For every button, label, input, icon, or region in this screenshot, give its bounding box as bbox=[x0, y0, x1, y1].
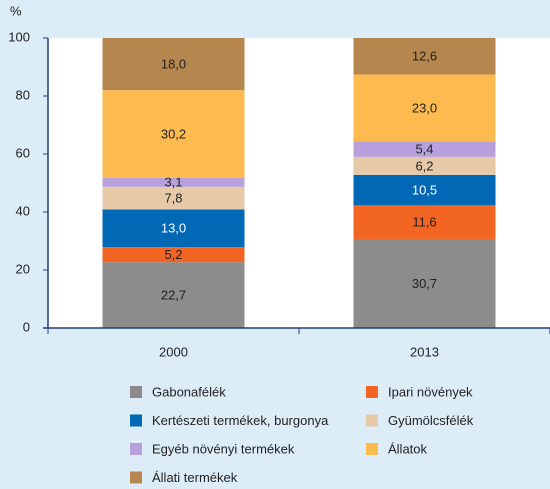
legend-swatch bbox=[130, 386, 142, 398]
bar-segment bbox=[102, 38, 245, 91]
value-label: 3,1 bbox=[164, 175, 182, 190]
bar-segment bbox=[102, 247, 245, 263]
value-label: 5,4 bbox=[415, 142, 433, 157]
y-tick-label: 80 bbox=[16, 87, 30, 102]
legend-swatch bbox=[130, 471, 142, 484]
legend-swatch bbox=[366, 414, 378, 427]
value-label: 11,6 bbox=[412, 215, 436, 230]
value-label: 10,5 bbox=[412, 183, 437, 198]
y-tick-label: 100 bbox=[8, 29, 30, 44]
value-label: 13,0 bbox=[161, 221, 186, 236]
x-tick-label: 2000 bbox=[159, 344, 188, 359]
legend-swatch bbox=[366, 443, 378, 455]
bar-segment bbox=[102, 177, 245, 187]
bar-segment bbox=[353, 174, 496, 206]
value-label: 22,7 bbox=[161, 288, 186, 303]
value-label: 23,0 bbox=[412, 100, 437, 115]
bar-segment bbox=[353, 141, 496, 157]
y-tick-label: 0 bbox=[23, 319, 30, 334]
y-tick-label: 60 bbox=[16, 145, 30, 160]
legend-swatch bbox=[130, 414, 142, 427]
bar-segment bbox=[102, 262, 245, 328]
value-label: 30,7 bbox=[412, 276, 437, 291]
value-label: 12,6 bbox=[412, 49, 437, 64]
legend-swatch bbox=[130, 443, 142, 455]
legend-label: Kertészeti termékek, burgonya bbox=[152, 413, 329, 428]
value-label: 7,8 bbox=[164, 191, 182, 206]
y-tick-label: 40 bbox=[16, 203, 30, 218]
bar-segment bbox=[353, 156, 496, 175]
value-label: 18,0 bbox=[161, 57, 186, 72]
legend-label: Ipari növények bbox=[388, 384, 473, 399]
y-tick-label: 20 bbox=[16, 261, 30, 276]
legend-label: Gyümölcsfélék bbox=[388, 413, 474, 428]
value-label: 6,2 bbox=[415, 158, 433, 173]
value-label: 5,2 bbox=[164, 247, 182, 262]
legend-label: Egyéb növényi termékek bbox=[152, 441, 295, 456]
legend-label: Gabonafélék bbox=[152, 384, 226, 399]
legend-label: Állati termékek bbox=[152, 470, 238, 485]
y-axis-label: % bbox=[10, 3, 22, 18]
x-tick-label: 2013 bbox=[410, 344, 439, 359]
bar-segment bbox=[102, 186, 245, 210]
bar-segment bbox=[102, 209, 245, 248]
value-label: 30,2 bbox=[161, 126, 186, 141]
bar-segment bbox=[353, 74, 496, 142]
legend-swatch bbox=[366, 386, 378, 398]
bar-segment bbox=[102, 90, 245, 178]
bar-segment bbox=[353, 238, 496, 328]
bar-segment bbox=[353, 205, 496, 239]
bar-segment bbox=[353, 38, 496, 75]
legend-label: Állatok bbox=[388, 441, 428, 456]
